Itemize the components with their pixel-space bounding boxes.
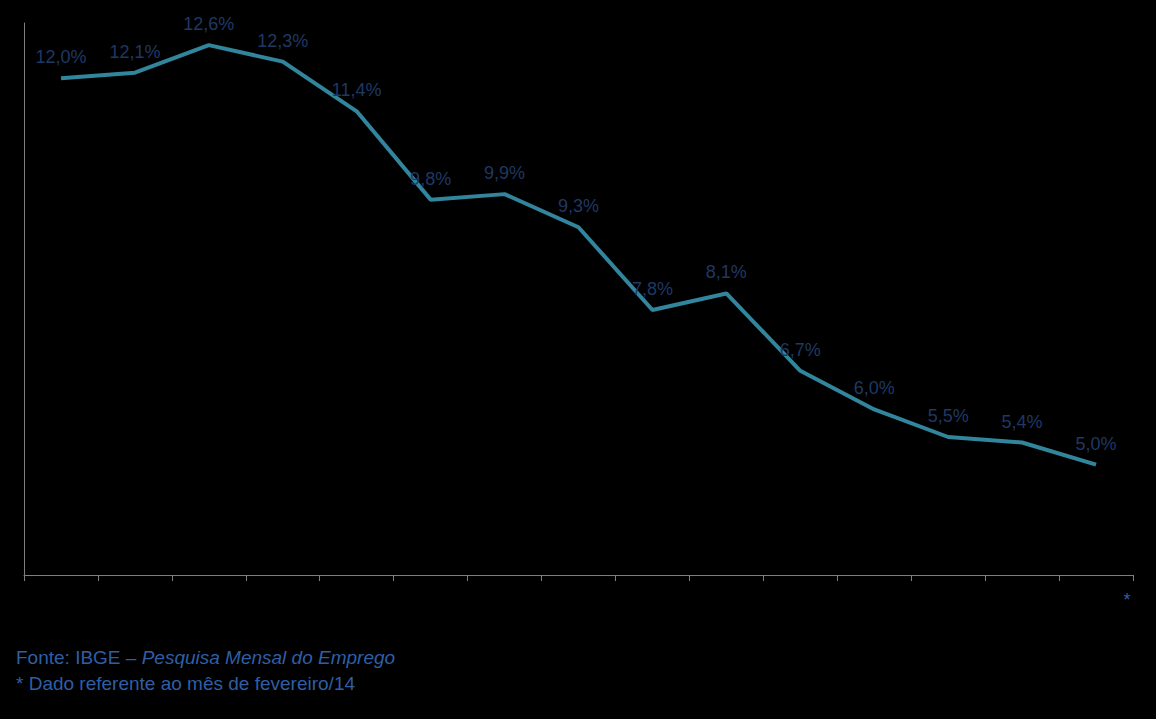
svg-text:9,3%: 9,3% — [558, 196, 599, 216]
svg-text:12,3%: 12,3% — [257, 31, 308, 51]
svg-text:*: * — [1124, 590, 1131, 610]
svg-text:12,6%: 12,6% — [183, 14, 234, 34]
svg-text:6,0%: 6,0% — [854, 378, 895, 398]
svg-text:Fonte: IBGE –: Fonte: IBGE – — [16, 647, 142, 668]
svg-text:6,7%: 6,7% — [780, 340, 821, 360]
svg-text:11,4%: 11,4% — [332, 80, 382, 100]
svg-text:9,8%: 9,8% — [410, 169, 451, 189]
svg-text:8,1%: 8,1% — [706, 262, 747, 282]
svg-text:5,5%: 5,5% — [928, 406, 969, 426]
svg-text:12,1%: 12,1% — [109, 42, 160, 62]
svg-text:7,8%: 7,8% — [632, 279, 673, 299]
svg-text:5,4%: 5,4% — [1002, 412, 1043, 432]
svg-text:12,0%: 12,0% — [35, 47, 86, 67]
svg-text:9,9%: 9,9% — [484, 163, 525, 183]
svg-text:* Dado referente ao mês de fev: * Dado referente ao mês de fevereiro/14 — [16, 673, 355, 694]
svg-text:Pesquisa Mensal do Emprego: Pesquisa Mensal do Emprego — [142, 647, 395, 668]
svg-text:5,0%: 5,0% — [1076, 434, 1117, 454]
